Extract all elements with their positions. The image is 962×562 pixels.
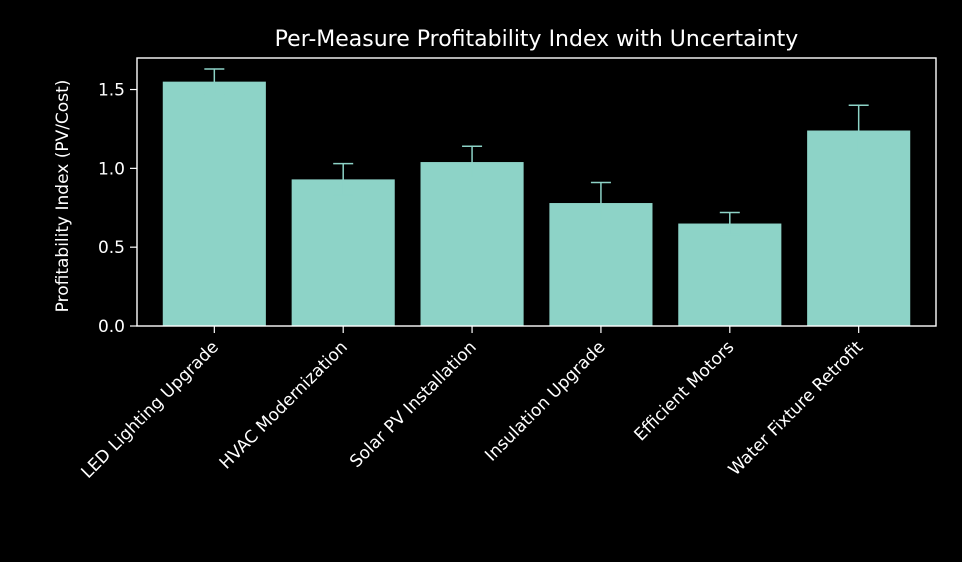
bar-0 xyxy=(162,81,266,327)
x-tick-label-0: LED Lighting Upgrade xyxy=(78,337,223,482)
bars-layer xyxy=(162,81,911,327)
y-axis-label: Profitability Index (PV/Cost) xyxy=(53,80,73,313)
chart-title: Per-Measure Profitability Index with Unc… xyxy=(275,27,799,52)
x-tick-label-2: Solar PV Installation xyxy=(346,337,480,471)
error-bars-layer xyxy=(204,68,869,236)
y-tick-label-0: 0.0 xyxy=(98,317,125,337)
axes-layer xyxy=(136,57,937,327)
y-tick-label-1: 0.5 xyxy=(98,238,125,258)
error-bar-2 xyxy=(462,145,483,179)
bar-5 xyxy=(807,130,911,326)
x-tick-label-5: Water Fixture Retrofit xyxy=(725,337,868,480)
y-tick-label-3: 1.5 xyxy=(98,81,125,101)
error-bar-4 xyxy=(719,211,740,236)
x-tick-label-1: HVAC Modernization xyxy=(216,337,352,473)
plot-frame xyxy=(136,57,937,327)
error-bar-3 xyxy=(590,181,611,225)
bar-1 xyxy=(291,179,395,326)
error-bar-1 xyxy=(333,162,354,196)
bar-2 xyxy=(420,162,524,326)
x-tick-label-4: Efficient Motors xyxy=(630,337,738,445)
bar-4 xyxy=(678,223,782,326)
y-ticks-layer: 0.0 0.5 1.0 1.5 xyxy=(98,81,137,337)
error-bar-0 xyxy=(204,68,225,96)
x-tick-label-3: Insulation Upgrade xyxy=(481,337,609,465)
error-bar-5 xyxy=(848,104,869,157)
y-tick-label-2: 1.0 xyxy=(98,159,125,179)
